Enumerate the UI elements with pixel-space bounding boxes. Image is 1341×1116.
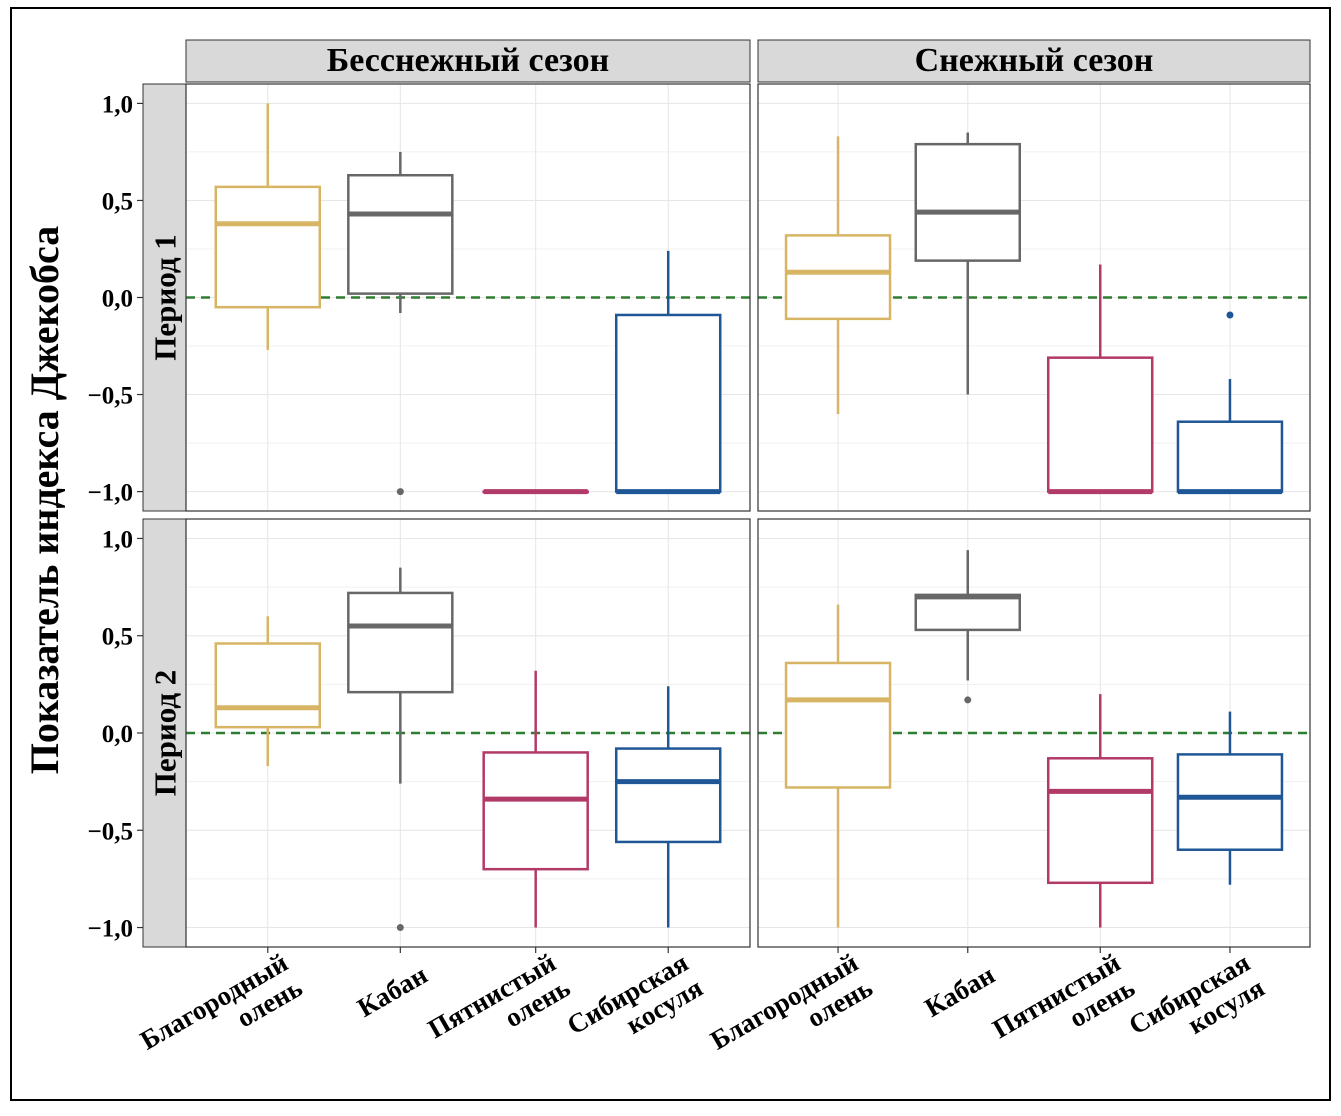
- box-iqr: [614, 313, 722, 493]
- panel-border: [757, 83, 1311, 512]
- x-tick-label-roe: Сибирскаякосуля: [1124, 947, 1270, 1065]
- panel-border: [185, 83, 751, 512]
- x-tick-label-red_deer: Благородныйолень: [135, 947, 307, 1081]
- box-iqr: [347, 173, 454, 295]
- panel-3: [185, 518, 751, 948]
- box-iqr: [347, 591, 454, 694]
- outlier-point: [396, 488, 404, 496]
- panel-4: [757, 518, 1311, 948]
- panel-border: [757, 518, 1311, 948]
- panel-1: [185, 83, 751, 512]
- box-sika: [482, 489, 589, 495]
- box-sika: [482, 670, 589, 928]
- box-roe: [614, 686, 722, 928]
- box-roe: [1176, 711, 1284, 885]
- y-tick-label: −0,5: [88, 383, 134, 410]
- box-roe: [1176, 311, 1284, 495]
- y-axis-row-1: 1,0 0,5 0,0 −0,5 −1,0: [88, 91, 143, 507]
- col-strip-1: Бесснежный сезон: [185, 39, 751, 83]
- box-iqr: [914, 142, 1022, 262]
- row-strip-2: Период 2: [142, 518, 187, 948]
- y-axis-row-2: 1,0 0,5 0,0 −0,5 −1,0: [88, 526, 143, 943]
- box-iqr: [914, 593, 1022, 632]
- y-axis-title: Показатель индекса Джекобса: [22, 226, 67, 774]
- panel-border: [185, 518, 751, 948]
- col-strip-2: Снежный сезон: [757, 39, 1311, 83]
- row-strip-1: Период 1: [142, 83, 187, 512]
- y-tick-label: −0,5: [88, 818, 134, 845]
- outlier-point: [396, 924, 404, 932]
- col-strip-bg: [185, 39, 751, 83]
- box-iqr: [482, 751, 589, 871]
- x-tick-label-sika: Пятнистыйолень: [423, 947, 575, 1069]
- box-iqr: [1046, 757, 1154, 885]
- x-tick-label-red_deer: Благородныйолень: [705, 947, 877, 1081]
- panel-2: [757, 83, 1311, 512]
- col-strip-label: Бесснежный сезон: [327, 42, 609, 79]
- x-axis-col-1: Благородныйолень КабанПятнистыйоленьСибир…: [135, 947, 708, 1081]
- row-strip-label: Период 1: [148, 234, 183, 361]
- y-tick-label: −1,0: [88, 916, 134, 943]
- y-tick-label: 0,0: [102, 721, 133, 748]
- box-red_deer: [784, 604, 892, 928]
- y-tick-label: 1,0: [102, 91, 133, 118]
- y-tick-label: 0,5: [102, 188, 133, 215]
- box-sika: [1046, 264, 1154, 495]
- box-red_deer: [214, 616, 322, 767]
- x-axis-col-2: Благородныйолень КабанПятнистыйоленьСибир…: [705, 947, 1270, 1081]
- outlier-point: [964, 696, 972, 704]
- box-roe: [614, 250, 722, 495]
- x-tick-label-boar: Кабан: [352, 959, 432, 1023]
- y-tick-label: −1,0: [88, 480, 134, 507]
- row-strip-label: Период 2: [148, 670, 183, 797]
- x-tick-label-roe: Сибирскаякосуля: [562, 947, 708, 1065]
- box-boar: [347, 567, 454, 932]
- box-iqr: [784, 234, 892, 321]
- box-boar: [347, 151, 454, 496]
- box-boar: [914, 132, 1022, 395]
- box-iqr: [214, 642, 322, 729]
- box-iqr: [1046, 356, 1154, 493]
- y-tick-label: 0,5: [102, 624, 133, 651]
- col-strip-label: Снежный сезон: [915, 42, 1154, 79]
- box-boar: [914, 550, 1022, 704]
- outlier-point: [1226, 311, 1234, 319]
- figure-border: [10, 7, 1331, 1101]
- box-iqr: [614, 747, 722, 844]
- x-tick-label-boar: Кабан: [920, 959, 1000, 1023]
- y-tick-label: 1,0: [102, 526, 133, 553]
- x-tick-label-line: Кабан: [920, 959, 1000, 1023]
- box-sika: [1046, 694, 1154, 928]
- box-iqr: [214, 185, 322, 309]
- x-tick-label-line: Кабан: [352, 959, 432, 1023]
- x-tick-label-sika: Пятнистыйолень: [987, 947, 1139, 1069]
- box-iqr: [784, 661, 892, 789]
- box-iqr: [1176, 753, 1284, 851]
- box-iqr: [1176, 420, 1284, 493]
- box-red_deer: [784, 136, 892, 414]
- box-red_deer: [214, 103, 322, 350]
- y-tick-label: 0,0: [102, 286, 133, 313]
- col-strip-bg: [757, 39, 1311, 83]
